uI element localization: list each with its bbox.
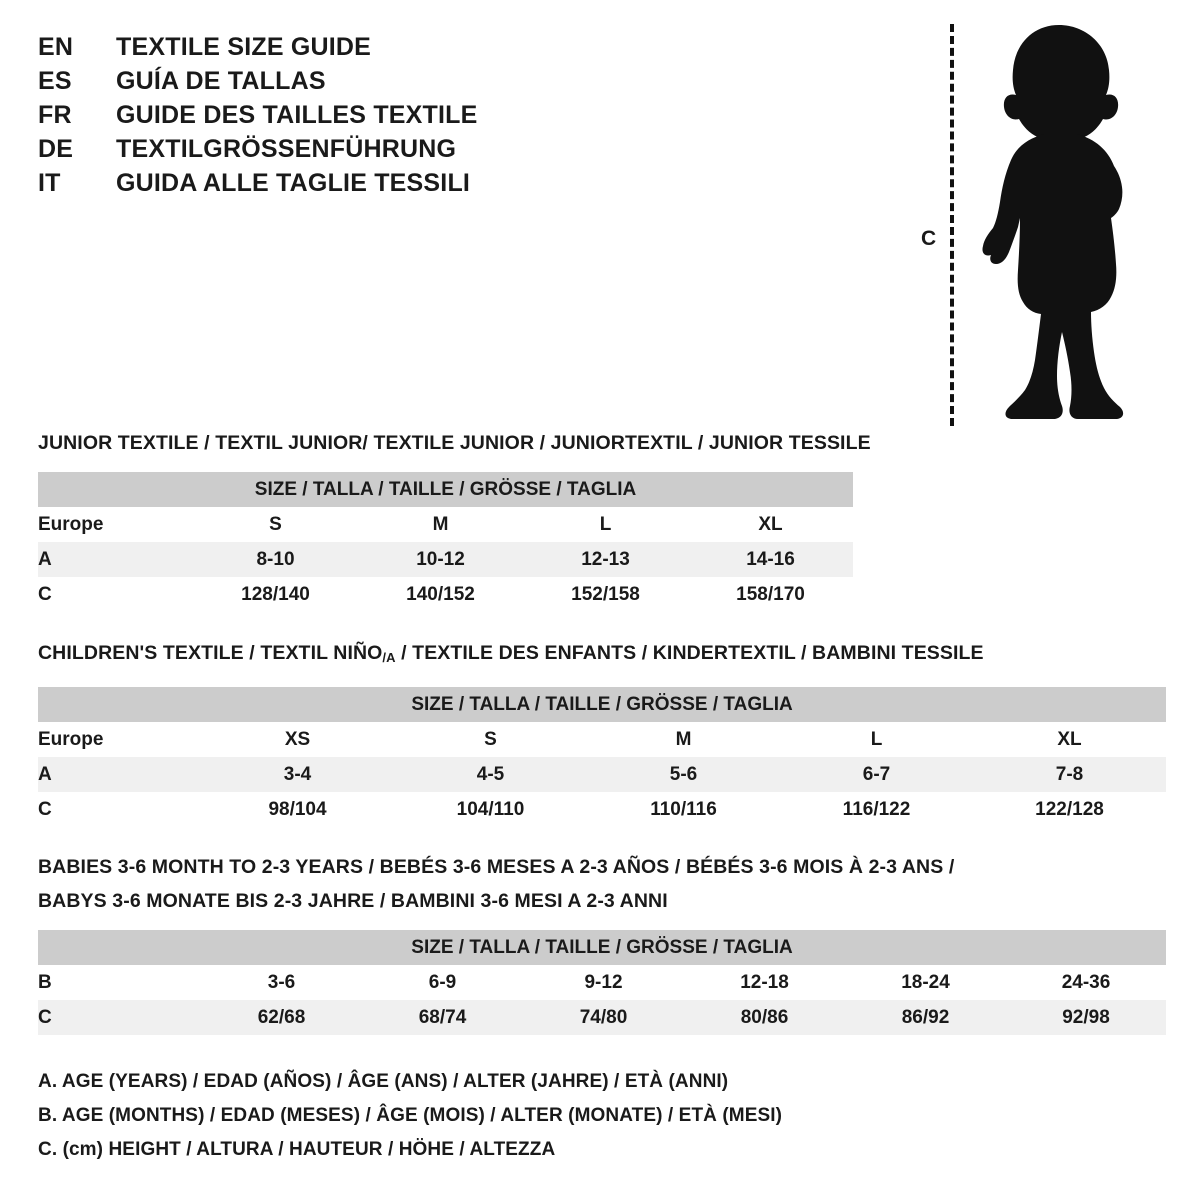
children-cell: 116/122: [780, 792, 973, 827]
children-header-row: Europe XS S M L XL: [38, 722, 1167, 757]
language-header-block: EN TEXTILE SIZE GUIDE ES GUÍA DE TALLAS …: [38, 33, 598, 203]
language-title-en: TEXTILE SIZE GUIDE: [116, 33, 372, 61]
babies-band-label: SIZE / TALLA / TAILLE / GRÖSSE / TAGLIA: [38, 930, 1167, 965]
babies-band-row: SIZE / TALLA / TAILLE / GRÖSSE / TAGLIA: [38, 930, 1167, 965]
language-title-it: GUIDA ALLE TAGLIE TESSILI: [116, 169, 471, 197]
legend-block: A. AGE (YEARS) / EDAD (AÑOS) / ÂGE (ANS)…: [38, 1065, 1038, 1167]
height-dashed-line: [950, 24, 954, 426]
children-cell: 110/116: [587, 792, 780, 827]
legend-line-b: B. AGE (MONTHS) / EDAD (MESES) / ÂGE (MO…: [38, 1105, 783, 1126]
children-section-title: CHILDREN'S TEXTILE / TEXTIL NIÑO/A / TEX…: [38, 638, 1166, 673]
children-cell: 104/110: [394, 792, 587, 827]
babies-cell: 80/86: [684, 1000, 845, 1035]
babies-section-title-line1: BABIES 3-6 MONTH TO 2-3 YEARS / BEBÉS 3-…: [38, 856, 955, 878]
babies-row-label-c: C: [38, 1000, 201, 1035]
children-textile-section: CHILDREN'S TEXTILE / TEXTIL NIÑO/A / TEX…: [38, 638, 1167, 827]
babies-cell: 68/74: [362, 1000, 523, 1035]
children-cell: 122/128: [973, 792, 1167, 827]
junior-row-label-c: C: [38, 577, 193, 612]
children-header-cell: XS: [201, 722, 394, 757]
language-row-en: EN TEXTILE SIZE GUIDE: [38, 33, 598, 67]
junior-band-row: SIZE / TALLA / TAILLE / GRÖSSE / TAGLIA: [38, 472, 853, 507]
legend-line-a: A. AGE (YEARS) / EDAD (AÑOS) / ÂGE (ANS)…: [38, 1071, 729, 1092]
legend-line-c: C. (cm) HEIGHT / ALTURA / HAUTEUR / HÖHE…: [38, 1139, 556, 1160]
children-header-cell: XL: [973, 722, 1167, 757]
table-row: C 128/140 140/152 152/158 158/170: [38, 577, 853, 612]
language-code-en: EN: [38, 33, 74, 61]
babies-cell: 6-9: [362, 965, 523, 1000]
babies-cell: 9-12: [523, 965, 684, 1000]
children-band-label: SIZE / TALLA / TAILLE / GRÖSSE / TAGLIA: [38, 687, 1167, 722]
babies-cell: 12-18: [684, 965, 845, 1000]
children-cell: 7-8: [973, 757, 1167, 792]
language-row-de: DE TEXTILGRÖSSENFÜHRUNG: [38, 135, 598, 169]
table-row: C 98/104 104/110 110/116 116/122 122/128: [38, 792, 1167, 827]
children-title-sub: /A: [382, 650, 396, 665]
junior-cell: 140/152: [358, 577, 523, 612]
language-row-it: IT GUIDA ALLE TAGLIE TESSILI: [38, 169, 598, 203]
height-measurement-figure: C: [905, 10, 1155, 435]
babies-cell: 74/80: [523, 1000, 684, 1035]
children-cell: 5-6: [587, 757, 780, 792]
language-row-es: ES GUÍA DE TALLAS: [38, 67, 598, 101]
junior-cell: 128/140: [193, 577, 358, 612]
language-row-fr: FR GUIDE DES TAILLES TEXTILE: [38, 101, 598, 135]
junior-header-row: Europe S M L XL: [38, 507, 853, 542]
junior-section-title: JUNIOR TEXTILE / TEXTIL JUNIOR/ TEXTILE …: [38, 432, 871, 454]
height-measure-label: C: [921, 227, 937, 250]
babies-cell: 86/92: [845, 1000, 1006, 1035]
children-band-row: SIZE / TALLA / TAILLE / GRÖSSE / TAGLIA: [38, 687, 1167, 722]
table-row: C 62/68 68/74 74/80 80/86 86/92 92/98: [38, 1000, 1167, 1035]
junior-header-cell: XL: [688, 507, 853, 542]
children-size-table: SIZE / TALLA / TAILLE / GRÖSSE / TAGLIA …: [38, 687, 1167, 827]
children-header-cell: S: [394, 722, 587, 757]
junior-header-cell: L: [523, 507, 688, 542]
language-title-es: GUÍA DE TALLAS: [116, 67, 326, 95]
junior-size-table: SIZE / TALLA / TAILLE / GRÖSSE / TAGLIA …: [38, 472, 853, 612]
babies-textile-section: BABIES 3-6 MONTH TO 2-3 YEARS / BEBÉS 3-…: [38, 852, 1167, 1035]
babies-cell: 24-36: [1006, 965, 1167, 1000]
language-title-de: TEXTILGRÖSSENFÜHRUNG: [116, 135, 457, 163]
babies-cell: 62/68: [201, 1000, 362, 1035]
babies-size-table: SIZE / TALLA / TAILLE / GRÖSSE / TAGLIA …: [38, 930, 1167, 1035]
language-title-fr: GUIDE DES TAILLES TEXTILE: [116, 101, 478, 129]
children-cell: 6-7: [780, 757, 973, 792]
babies-row-label-b: B: [38, 965, 201, 1000]
junior-textile-section: JUNIOR TEXTILE / TEXTIL JUNIOR/ TEXTILE …: [38, 428, 871, 612]
junior-header-cell: S: [193, 507, 358, 542]
children-header-cell: L: [780, 722, 973, 757]
junior-row-label-a: A: [38, 542, 193, 577]
babies-cell: 18-24: [845, 965, 1006, 1000]
babies-cell: 92/98: [1006, 1000, 1167, 1035]
junior-cell: 10-12: [358, 542, 523, 577]
junior-cell: 12-13: [523, 542, 688, 577]
children-cell: 4-5: [394, 757, 587, 792]
junior-cell: 14-16: [688, 542, 853, 577]
children-header-cell: M: [587, 722, 780, 757]
junior-cell: 8-10: [193, 542, 358, 577]
junior-header-label: Europe: [38, 507, 193, 542]
children-title-pre: CHILDREN'S TEXTILE / TEXTIL NIÑO: [38, 642, 383, 664]
junior-header-cell: M: [358, 507, 523, 542]
junior-cell: 158/170: [688, 577, 853, 612]
children-row-label-c: C: [38, 792, 201, 827]
babies-cell: 3-6: [201, 965, 362, 1000]
children-cell: 98/104: [201, 792, 394, 827]
junior-band-label: SIZE / TALLA / TAILLE / GRÖSSE / TAGLIA: [38, 472, 853, 507]
toddler-silhouette-icon: [971, 22, 1151, 427]
table-row: B 3-6 6-9 9-12 12-18 18-24 24-36: [38, 965, 1167, 1000]
children-title-post: / TEXTILE DES ENFANTS / KINDERTEXTIL / B…: [395, 642, 984, 664]
language-code-de: DE: [38, 135, 74, 163]
language-code-it: IT: [38, 169, 61, 197]
language-code-es: ES: [38, 67, 72, 95]
table-row: A 3-4 4-5 5-6 6-7 7-8: [38, 757, 1167, 792]
language-code-fr: FR: [38, 101, 72, 129]
children-row-label-a: A: [38, 757, 201, 792]
babies-section-title-line2: BABYS 3-6 MONATE BIS 2-3 JAHRE / BAMBINI…: [38, 890, 668, 912]
junior-cell: 152/158: [523, 577, 688, 612]
children-cell: 3-4: [201, 757, 394, 792]
children-header-label: Europe: [38, 722, 201, 757]
table-row: A 8-10 10-12 12-13 14-16: [38, 542, 853, 577]
